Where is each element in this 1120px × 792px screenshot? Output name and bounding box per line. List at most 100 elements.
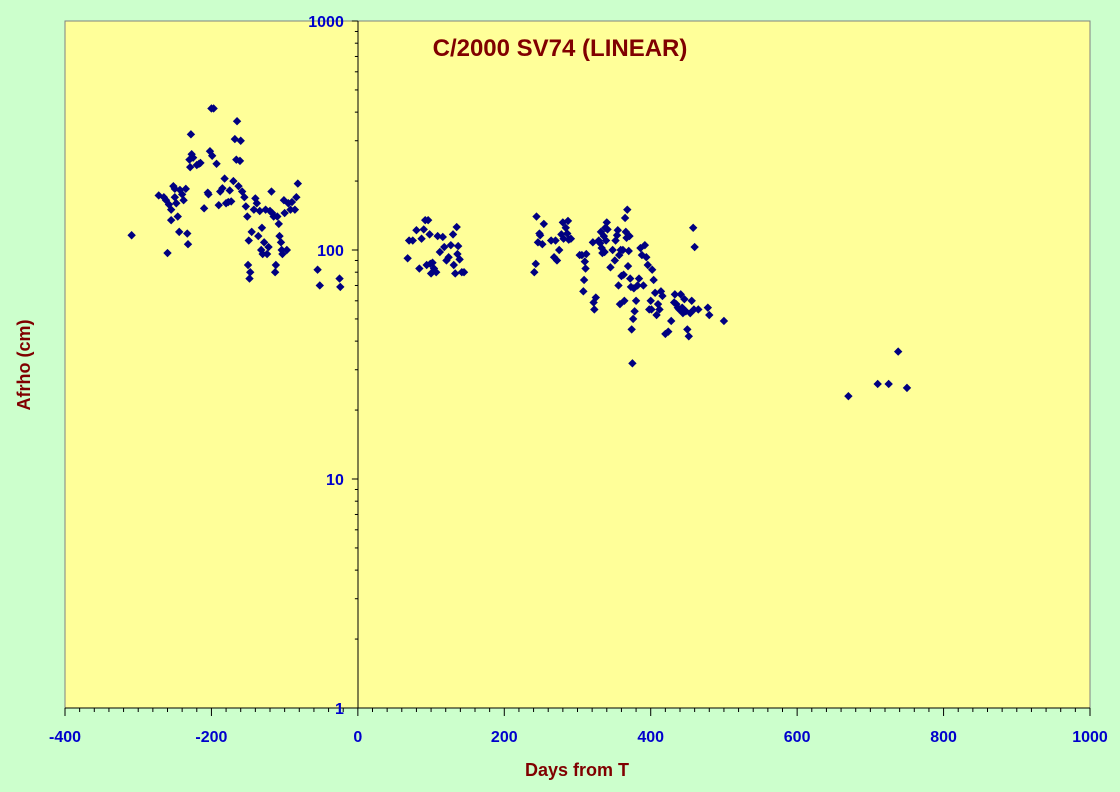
- data-point: [642, 253, 651, 262]
- data-point: [170, 193, 180, 202]
- data-point: [620, 213, 630, 223]
- data-point: [646, 296, 655, 306]
- data-point: [258, 249, 267, 259]
- data-point: [336, 282, 345, 292]
- data-point: [634, 274, 644, 283]
- data-point: [275, 231, 284, 241]
- data-point: [177, 190, 187, 199]
- data-point: [236, 136, 245, 145]
- x-tick-label: 200: [491, 729, 518, 746]
- data-point: [582, 249, 591, 259]
- data-point: [287, 197, 297, 207]
- data-point: [412, 226, 421, 235]
- data-point: [173, 212, 182, 221]
- data-point: [230, 134, 240, 144]
- data-point: [552, 256, 562, 265]
- data-point: [628, 359, 637, 368]
- data-point: [601, 236, 611, 245]
- data-point: [403, 254, 412, 263]
- data-point: [292, 193, 301, 202]
- data-point: [232, 117, 242, 126]
- data-point: [672, 299, 681, 309]
- data-point: [563, 216, 573, 226]
- y-tick-label: 10: [326, 472, 344, 489]
- data-point: [661, 329, 670, 339]
- data-point: [554, 245, 564, 255]
- data-point: [535, 231, 545, 240]
- data-point: [271, 260, 281, 270]
- data-point: [633, 281, 642, 290]
- data-point: [286, 205, 295, 214]
- data-point: [264, 242, 273, 252]
- data-point: [590, 305, 599, 314]
- data-point: [664, 327, 673, 336]
- data-point: [417, 234, 426, 243]
- data-point: [640, 240, 650, 250]
- data-point: [293, 179, 303, 188]
- data-point: [444, 253, 453, 262]
- data-point: [667, 316, 676, 326]
- data-point: [255, 206, 264, 216]
- data-point: [425, 230, 434, 239]
- data-point: [647, 305, 656, 314]
- data-point: [455, 255, 464, 264]
- data-point: [902, 383, 912, 393]
- x-tick-label: 600: [784, 729, 811, 746]
- data-point: [656, 287, 666, 296]
- y-tick-label: 1: [335, 701, 344, 718]
- data-point: [290, 205, 300, 214]
- data-point: [703, 303, 713, 312]
- data-point: [566, 234, 576, 243]
- data-point: [252, 199, 262, 208]
- data-point: [127, 231, 136, 240]
- data-point: [313, 265, 322, 274]
- data-point: [175, 227, 184, 237]
- data-point: [246, 267, 255, 277]
- data-point: [647, 265, 657, 274]
- data-point: [254, 231, 263, 241]
- data-point: [551, 236, 560, 245]
- x-tick-label: -200: [195, 729, 227, 746]
- data-point: [602, 218, 611, 227]
- data-point: [415, 264, 424, 273]
- data-point: [626, 274, 635, 283]
- data-point: [653, 299, 663, 309]
- data-point: [538, 240, 547, 249]
- data-point: [440, 242, 449, 252]
- data-point: [282, 245, 292, 255]
- x-tick-label: 0: [353, 729, 362, 746]
- data-point: [873, 379, 882, 389]
- data-point: [884, 379, 893, 389]
- data-point: [639, 281, 648, 290]
- data-point: [561, 223, 570, 233]
- data-point: [438, 232, 447, 242]
- data-point: [688, 223, 698, 233]
- data-point: [278, 249, 287, 259]
- data-point: [614, 281, 623, 290]
- data-point: [183, 229, 192, 238]
- x-tick-label: 400: [637, 729, 664, 746]
- plot-area: [64, 20, 1091, 709]
- y-tick-label: 1000: [308, 14, 344, 31]
- data-point: [452, 222, 461, 232]
- data-point: [620, 296, 629, 306]
- data-point: [625, 231, 634, 241]
- data-point: [183, 240, 193, 249]
- data-point: [209, 104, 218, 113]
- y-axis-title: Afrho (cm): [14, 320, 34, 411]
- data-point: [446, 240, 456, 250]
- data-point: [680, 294, 689, 304]
- data-point: [229, 176, 238, 186]
- data-point: [214, 200, 223, 210]
- data-point: [690, 242, 699, 252]
- data-point: [579, 287, 588, 296]
- data-point: [546, 236, 556, 245]
- data-point: [247, 227, 256, 237]
- data-point: [624, 246, 633, 256]
- data-point: [613, 226, 622, 235]
- data-point: [631, 296, 641, 306]
- data-point: [531, 259, 540, 269]
- data-point: [225, 186, 234, 195]
- data-point: [649, 275, 658, 285]
